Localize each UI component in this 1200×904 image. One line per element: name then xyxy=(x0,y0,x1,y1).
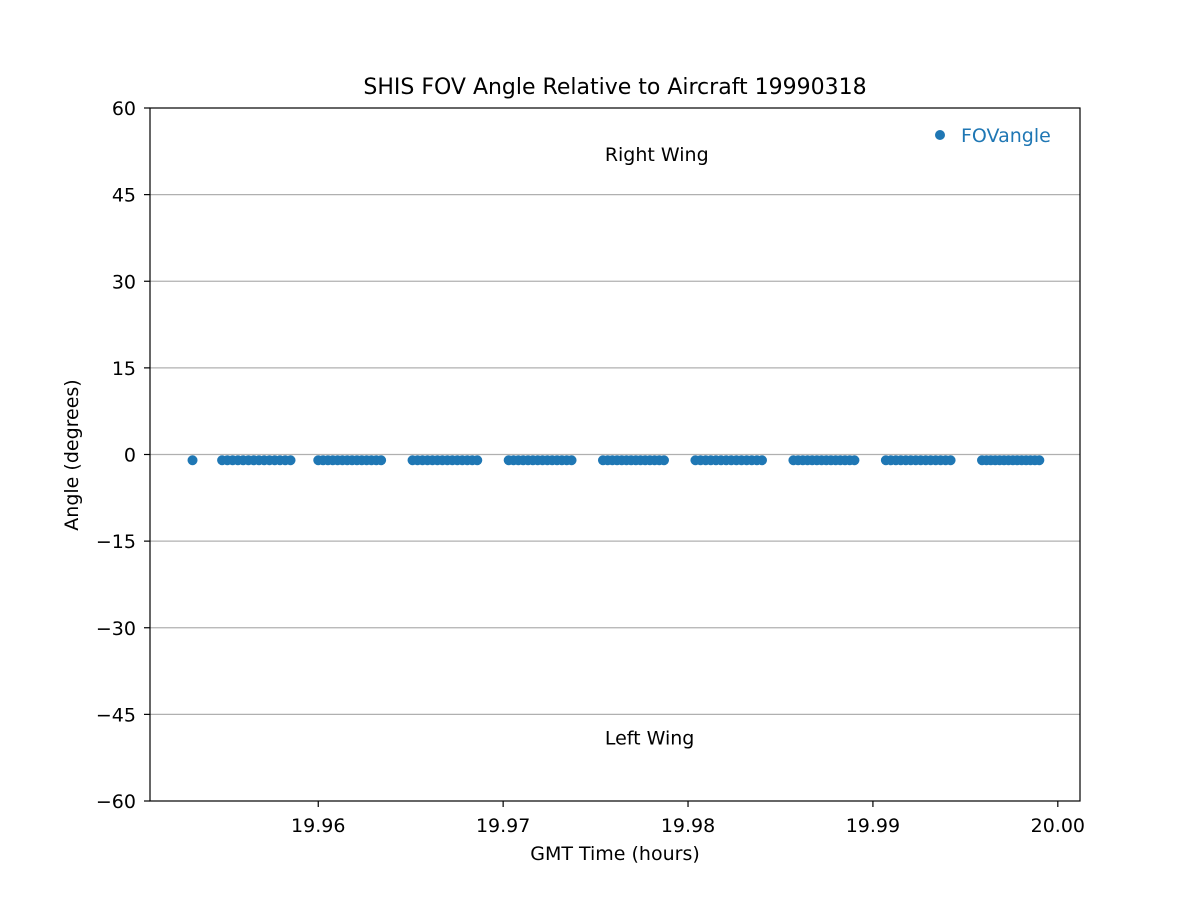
y-tick-label: −15 xyxy=(96,531,136,553)
legend: FOVangle xyxy=(935,125,1051,147)
x-axis-ticks: 19.96 19.97 19.98 19.99 20.00 xyxy=(291,801,1085,837)
y-axis-label: Angle (degrees) xyxy=(61,379,83,530)
x-tick-label: 19.96 xyxy=(291,815,345,837)
grid-lines xyxy=(150,194,1080,715)
x-tick-label: 19.97 xyxy=(476,815,530,837)
data-point-fovangle xyxy=(756,455,767,466)
y-tick-label: 0 xyxy=(124,445,136,467)
data-point-fovangle xyxy=(187,455,198,466)
data-point-fovangle xyxy=(566,455,577,466)
legend-label-fovangle: FOVangle xyxy=(961,125,1051,147)
y-tick-label: −45 xyxy=(96,704,136,726)
y-tick-label: −30 xyxy=(96,618,136,640)
data-point-fovangle xyxy=(285,455,296,466)
y-tick-label: 30 xyxy=(112,271,136,293)
annotations: Right Wing Left Wing xyxy=(605,144,709,749)
data-point-fovangle xyxy=(376,455,387,466)
y-tick-label: 45 xyxy=(112,185,136,207)
y-tick-label: 60 xyxy=(112,98,136,120)
x-tick-label: 19.98 xyxy=(661,815,715,837)
data-point-fovangle xyxy=(658,455,669,466)
chart-title: SHIS FOV Angle Relative to Aircraft 1999… xyxy=(363,75,866,100)
annotation-left-wing: Left Wing xyxy=(605,727,695,749)
data-point-fovangle xyxy=(849,455,860,466)
data-point-fovangle xyxy=(472,455,483,466)
y-tick-label: 15 xyxy=(112,358,136,380)
x-axis-label: GMT Time (hours) xyxy=(530,843,700,865)
data-point-fovangle xyxy=(1034,455,1045,466)
data-points xyxy=(187,455,1045,466)
data-point-fovangle xyxy=(945,455,956,466)
annotation-right-wing: Right Wing xyxy=(605,144,709,166)
x-tick-label: 19.99 xyxy=(846,815,900,837)
y-tick-label: −60 xyxy=(96,791,136,813)
y-axis-ticks: −60 −45 −30 −15 0 15 30 45 60 xyxy=(96,98,150,813)
x-tick-label: 20.00 xyxy=(1031,815,1085,837)
legend-marker-fovangle xyxy=(935,130,945,140)
